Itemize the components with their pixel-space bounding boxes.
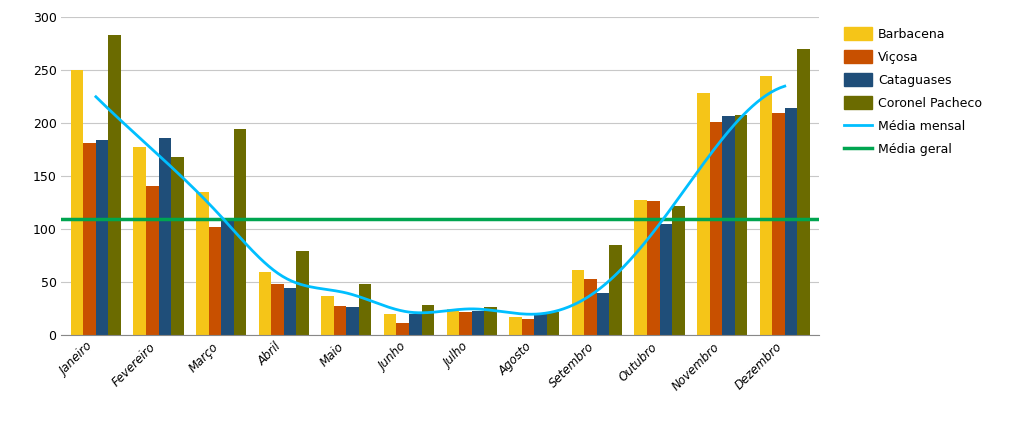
Bar [647,201,659,335]
Bar [221,221,233,335]
Bar [109,35,121,335]
Bar [635,200,647,335]
Bar [171,157,183,335]
Bar [522,319,535,335]
Bar [446,309,459,335]
Bar [133,147,146,335]
Legend: Barbacena, Viçosa, Cataguases, Coronel Pacheco, Média mensal, Média geral: Barbacena, Viçosa, Cataguases, Coronel P… [841,24,986,160]
Bar [358,285,372,335]
Bar [609,245,622,335]
Bar [284,288,296,335]
Bar [710,122,722,335]
Bar [798,49,810,335]
Bar [597,293,609,335]
Bar [384,314,396,335]
Bar [571,270,585,335]
Bar [322,296,334,335]
Bar [209,227,221,335]
Bar [547,312,559,335]
Bar [233,129,246,335]
Bar [585,279,597,335]
Bar [271,285,284,335]
Bar [734,115,748,335]
Bar [71,70,83,335]
Bar [146,186,159,335]
Bar [722,116,734,335]
Bar [672,206,685,335]
Bar [296,251,309,335]
Bar [535,314,547,335]
Bar [409,314,422,335]
Bar [96,140,109,335]
Bar [659,224,672,335]
Bar [422,304,434,335]
Bar [346,307,358,335]
Bar [772,113,784,335]
Bar [459,312,472,335]
Bar [472,311,484,335]
Bar [259,272,271,335]
Bar [484,307,497,335]
Bar [159,138,171,335]
Bar [784,108,798,335]
Bar [334,306,346,335]
Bar [396,322,409,335]
Bar [760,76,772,335]
Bar [697,92,710,335]
Bar [509,317,522,335]
Bar [196,192,209,335]
Bar [83,144,96,335]
